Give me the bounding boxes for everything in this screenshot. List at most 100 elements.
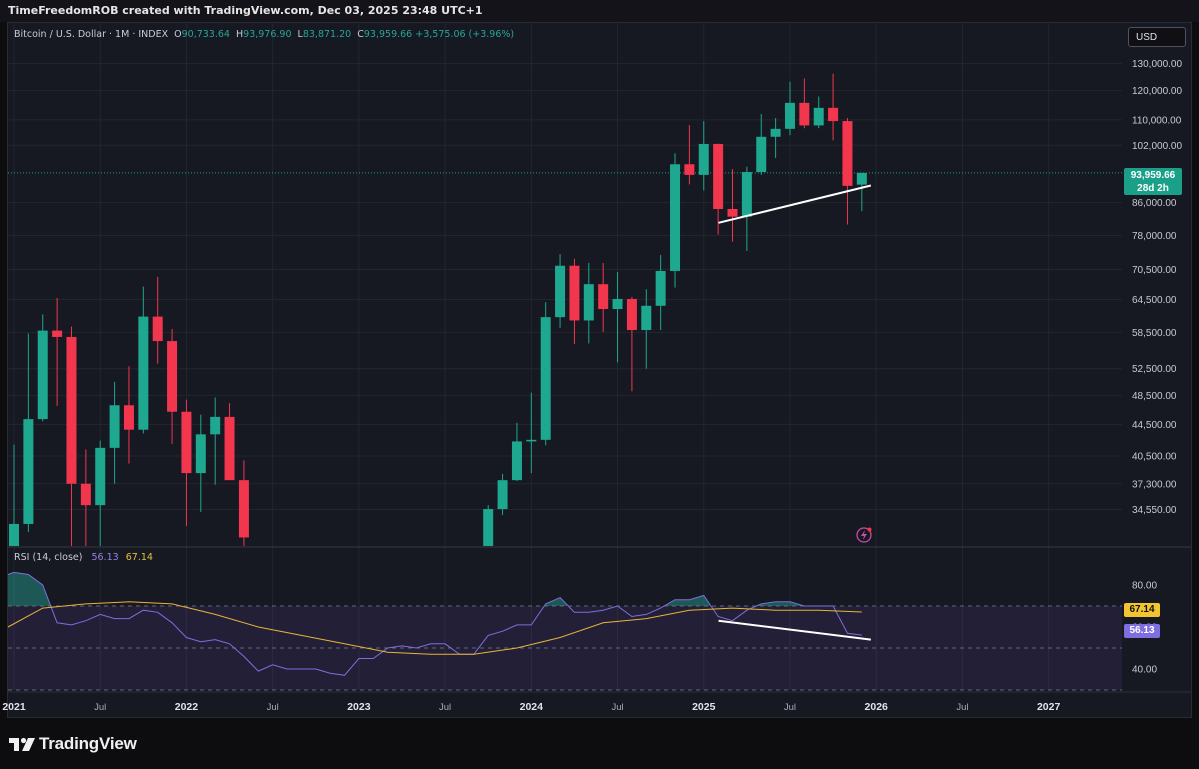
- candle-body: [828, 107, 839, 122]
- change-value: +3,575.06 (+3.96%): [415, 29, 515, 40]
- candle-body: [670, 164, 681, 271]
- candle-body: [483, 509, 494, 546]
- candle-body: [842, 121, 853, 186]
- candle-body: [23, 419, 34, 524]
- open-value: 90,733.64: [181, 29, 230, 40]
- price-tick-label: 64,500.00: [1132, 295, 1177, 306]
- candle-body: [52, 330, 63, 337]
- candle-body: [37, 330, 48, 420]
- close-label: C: [357, 29, 364, 40]
- price-tick-label: 130,000.00: [1132, 59, 1182, 70]
- candle-body: [713, 143, 724, 209]
- candle-body: [210, 416, 221, 435]
- price-tick-label: 48,500.00: [1132, 391, 1177, 402]
- support-trendline: [718, 184, 872, 224]
- candle-body: [784, 102, 795, 129]
- candle-body: [569, 265, 580, 321]
- watermark-bar: TimeFreedomROB created with TradingView.…: [0, 0, 1199, 22]
- candle-body: [167, 341, 178, 412]
- time-tick-label: Jul: [267, 702, 279, 713]
- overlays: [718, 184, 872, 641]
- time-tick-label: Jul: [784, 702, 796, 713]
- candle-body: [598, 284, 609, 309]
- lightning-icon: [861, 530, 867, 540]
- rsi-band: [8, 605, 1122, 691]
- candle-body: [770, 128, 781, 137]
- candle-body: [238, 480, 249, 538]
- symbol-title: Bitcoin / U.S. Dollar · 1M · INDEX: [14, 29, 169, 40]
- candle-body: [540, 317, 551, 440]
- price-tick-label: 70,500.00: [1132, 265, 1177, 276]
- watermark-text: TimeFreedomROB created with TradingView.…: [8, 4, 483, 17]
- rsi-value-tag: 56.13: [1124, 624, 1160, 638]
- rsi-ma-tag: 67.14: [1124, 603, 1160, 617]
- candle-body: [152, 316, 163, 342]
- rsi-tick-label: 40.00: [1132, 665, 1157, 676]
- grid: [8, 22, 1122, 690]
- bar-countdown: 28d 2h: [1137, 183, 1169, 194]
- candle-body: [799, 102, 810, 126]
- candle-body: [497, 480, 508, 510]
- brand-name[interactable]: TradingView: [39, 734, 137, 753]
- rsi-title: RSI (14, close): [14, 552, 83, 563]
- candle-body: [9, 523, 19, 546]
- candles: [9, 73, 867, 546]
- candle-body: [698, 143, 709, 175]
- currency-button[interactable]: USD: [1128, 27, 1186, 47]
- open-label: O: [174, 29, 182, 40]
- notification-dot-icon: [867, 527, 872, 532]
- candle-body: [109, 405, 120, 448]
- time-tick-label: Jul: [94, 702, 106, 713]
- candle-body: [511, 441, 522, 481]
- time-tick-label: 2026: [865, 701, 889, 713]
- flash-circle-icon: [856, 527, 872, 543]
- time-tick-label: Jul: [439, 702, 451, 713]
- last-price-tag: 93,959.66 28d 2h: [1124, 168, 1182, 195]
- rsi-divergence-line: [718, 619, 871, 641]
- candle-body: [224, 416, 235, 481]
- price-tick-label: 37,300.00: [1132, 479, 1177, 490]
- candle-body: [684, 164, 695, 175]
- candle-body: [655, 270, 666, 306]
- candle-body: [756, 136, 767, 173]
- candle-body: [612, 298, 623, 309]
- low-label: L: [297, 29, 303, 40]
- candle-body: [641, 305, 652, 331]
- time-tick-label: 2022: [175, 701, 199, 713]
- candle-body: [626, 298, 637, 331]
- price-tick-label: 86,000.00: [1132, 198, 1177, 209]
- candle-body: [80, 483, 91, 506]
- candle-body: [526, 439, 537, 442]
- footer-bar: [0, 720, 1199, 769]
- price-tick-label: 34,550.00: [1132, 505, 1177, 516]
- price-tick-label: 110,000.00: [1132, 115, 1182, 126]
- rsi-lines: [7, 571, 862, 676]
- low-value: 83,871.20: [302, 29, 352, 40]
- time-tick-label: 2025: [692, 701, 716, 713]
- candle-body: [181, 411, 192, 474]
- close-value: 93,959.66: [363, 29, 413, 40]
- chart-frame: [7, 22, 1192, 718]
- candle-body: [555, 265, 566, 318]
- price-tick-label: 52,500.00: [1132, 364, 1177, 375]
- time-tick-label: Jul: [956, 702, 968, 713]
- candle-body: [123, 405, 134, 430]
- last-price-value: 93,959.66: [1130, 170, 1176, 181]
- price-tick-label: 40,500.00: [1132, 452, 1177, 463]
- rsi-overbought-fill: [8, 572, 862, 606]
- candle-body: [95, 447, 106, 506]
- candle-body: [727, 208, 738, 217]
- high-label: H: [236, 29, 244, 40]
- tradingview-logo-icon[interactable]: [8, 734, 38, 754]
- candle-body: [856, 172, 867, 185]
- price-tick-label: 44,500.00: [1132, 420, 1177, 431]
- candle-body: [741, 172, 752, 217]
- candle-body: [138, 316, 149, 430]
- time-tick-label: 2023: [347, 701, 371, 713]
- price-tick-label: 102,000.00: [1132, 141, 1182, 152]
- price-tick-label: 120,000.00: [1132, 86, 1182, 97]
- price-tick-label: 58,500.00: [1132, 328, 1177, 339]
- time-tick-label: 2027: [1037, 701, 1061, 713]
- time-tick-label: 2021: [2, 701, 26, 713]
